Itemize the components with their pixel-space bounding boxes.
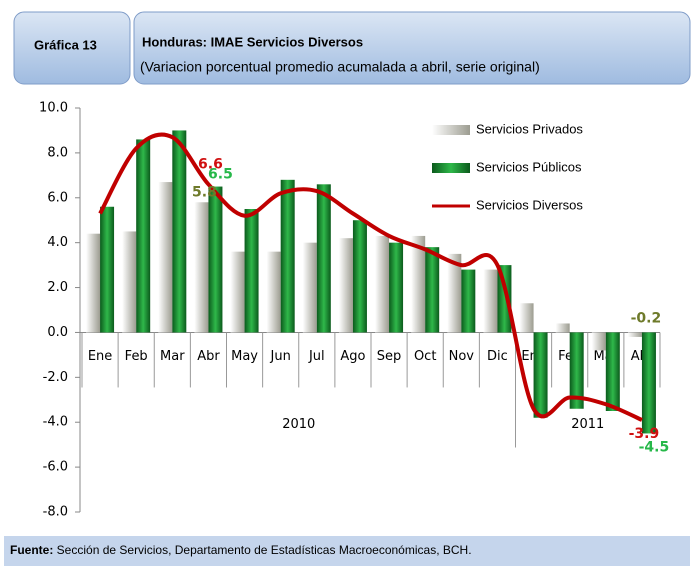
bar — [555, 323, 570, 333]
bar — [122, 231, 137, 333]
bar — [316, 184, 331, 333]
bar — [158, 182, 173, 333]
x-tick-label: Jul — [308, 349, 325, 364]
legend-swatch — [432, 163, 470, 173]
x-tick-label: Dic — [487, 349, 508, 364]
bar — [425, 247, 440, 333]
bar — [280, 179, 295, 333]
bar — [208, 186, 223, 333]
bar — [605, 332, 620, 411]
x-tick-label: Ago — [340, 349, 365, 364]
data-label: -4.5 — [639, 439, 670, 455]
y-tick-label: -6.0 — [43, 460, 68, 475]
bar — [302, 242, 317, 333]
x-tick-label: Abr — [197, 349, 220, 364]
y-tick-label: 6.0 — [47, 190, 68, 205]
badge: Gráfica 13 — [34, 37, 97, 52]
source-text: Sección de Servicios, Departamento de Es… — [53, 543, 471, 557]
data-label: 6.5 — [208, 167, 233, 183]
y-tick-label: 2.0 — [47, 280, 68, 295]
y-tick-label: -2.0 — [43, 370, 68, 385]
bar — [389, 242, 404, 333]
x-tick-label: Feb — [125, 349, 148, 364]
y-tick-label: 0.0 — [47, 325, 68, 340]
bar — [519, 303, 534, 333]
bar — [447, 253, 462, 333]
legend-label: Servicios Privados — [476, 121, 583, 136]
bar — [194, 202, 209, 333]
bar — [497, 265, 512, 333]
footer-box — [4, 536, 690, 566]
bar — [591, 332, 606, 351]
data-label: -0.2 — [631, 310, 662, 326]
x-tick-label: Jun — [270, 349, 291, 364]
bar — [483, 269, 498, 333]
badge-box — [13, 11, 131, 85]
bar — [411, 235, 426, 333]
bar — [100, 206, 115, 333]
source-label: Fuente: — [10, 543, 53, 557]
y-tick-label: 10.0 — [39, 101, 68, 116]
legend-label: Servicios Diversos — [476, 197, 583, 212]
bar — [230, 251, 245, 333]
group-label: 2010 — [282, 417, 315, 432]
y-tick-label: 8.0 — [47, 145, 68, 160]
x-tick-label: Ene — [88, 349, 112, 364]
x-tick-label: Nov — [449, 349, 475, 364]
legend-label: Servicios Públicos — [476, 159, 582, 174]
bar — [627, 332, 642, 337]
title-box — [133, 11, 691, 85]
x-tick-label: Oct — [414, 349, 436, 364]
bar — [172, 130, 187, 333]
data-label: -3.9 — [629, 426, 660, 442]
bar — [533, 332, 548, 418]
y-tick-label: -8.0 — [43, 505, 68, 520]
y-tick-label: 4.0 — [47, 235, 68, 250]
bar — [338, 238, 353, 333]
bar — [569, 332, 584, 409]
bar — [136, 139, 151, 333]
source: Fuente: Sección de Servicios, Departamen… — [10, 543, 472, 557]
x-tick-label: Sep — [377, 349, 402, 364]
data-label: 6.6 — [198, 156, 223, 172]
chart-title: Honduras: IMAE Servicios Diversos — [142, 34, 363, 49]
bar — [352, 220, 367, 333]
x-tick-label: May — [231, 349, 258, 364]
group-label: 2011 — [571, 417, 604, 432]
bar — [375, 235, 390, 333]
line — [98, 132, 643, 422]
y-tick-label: -4.0 — [43, 415, 68, 430]
chart-subtitle: (Variacion porcentual promedio acumalada… — [140, 59, 540, 75]
legend-swatch — [432, 125, 470, 135]
bar — [641, 332, 656, 434]
bar — [266, 251, 281, 333]
x-tick-label: Mar — [160, 349, 185, 364]
bar — [244, 209, 259, 333]
bar — [86, 233, 101, 333]
bar — [461, 269, 476, 333]
data-label: 5.8 — [192, 184, 217, 200]
